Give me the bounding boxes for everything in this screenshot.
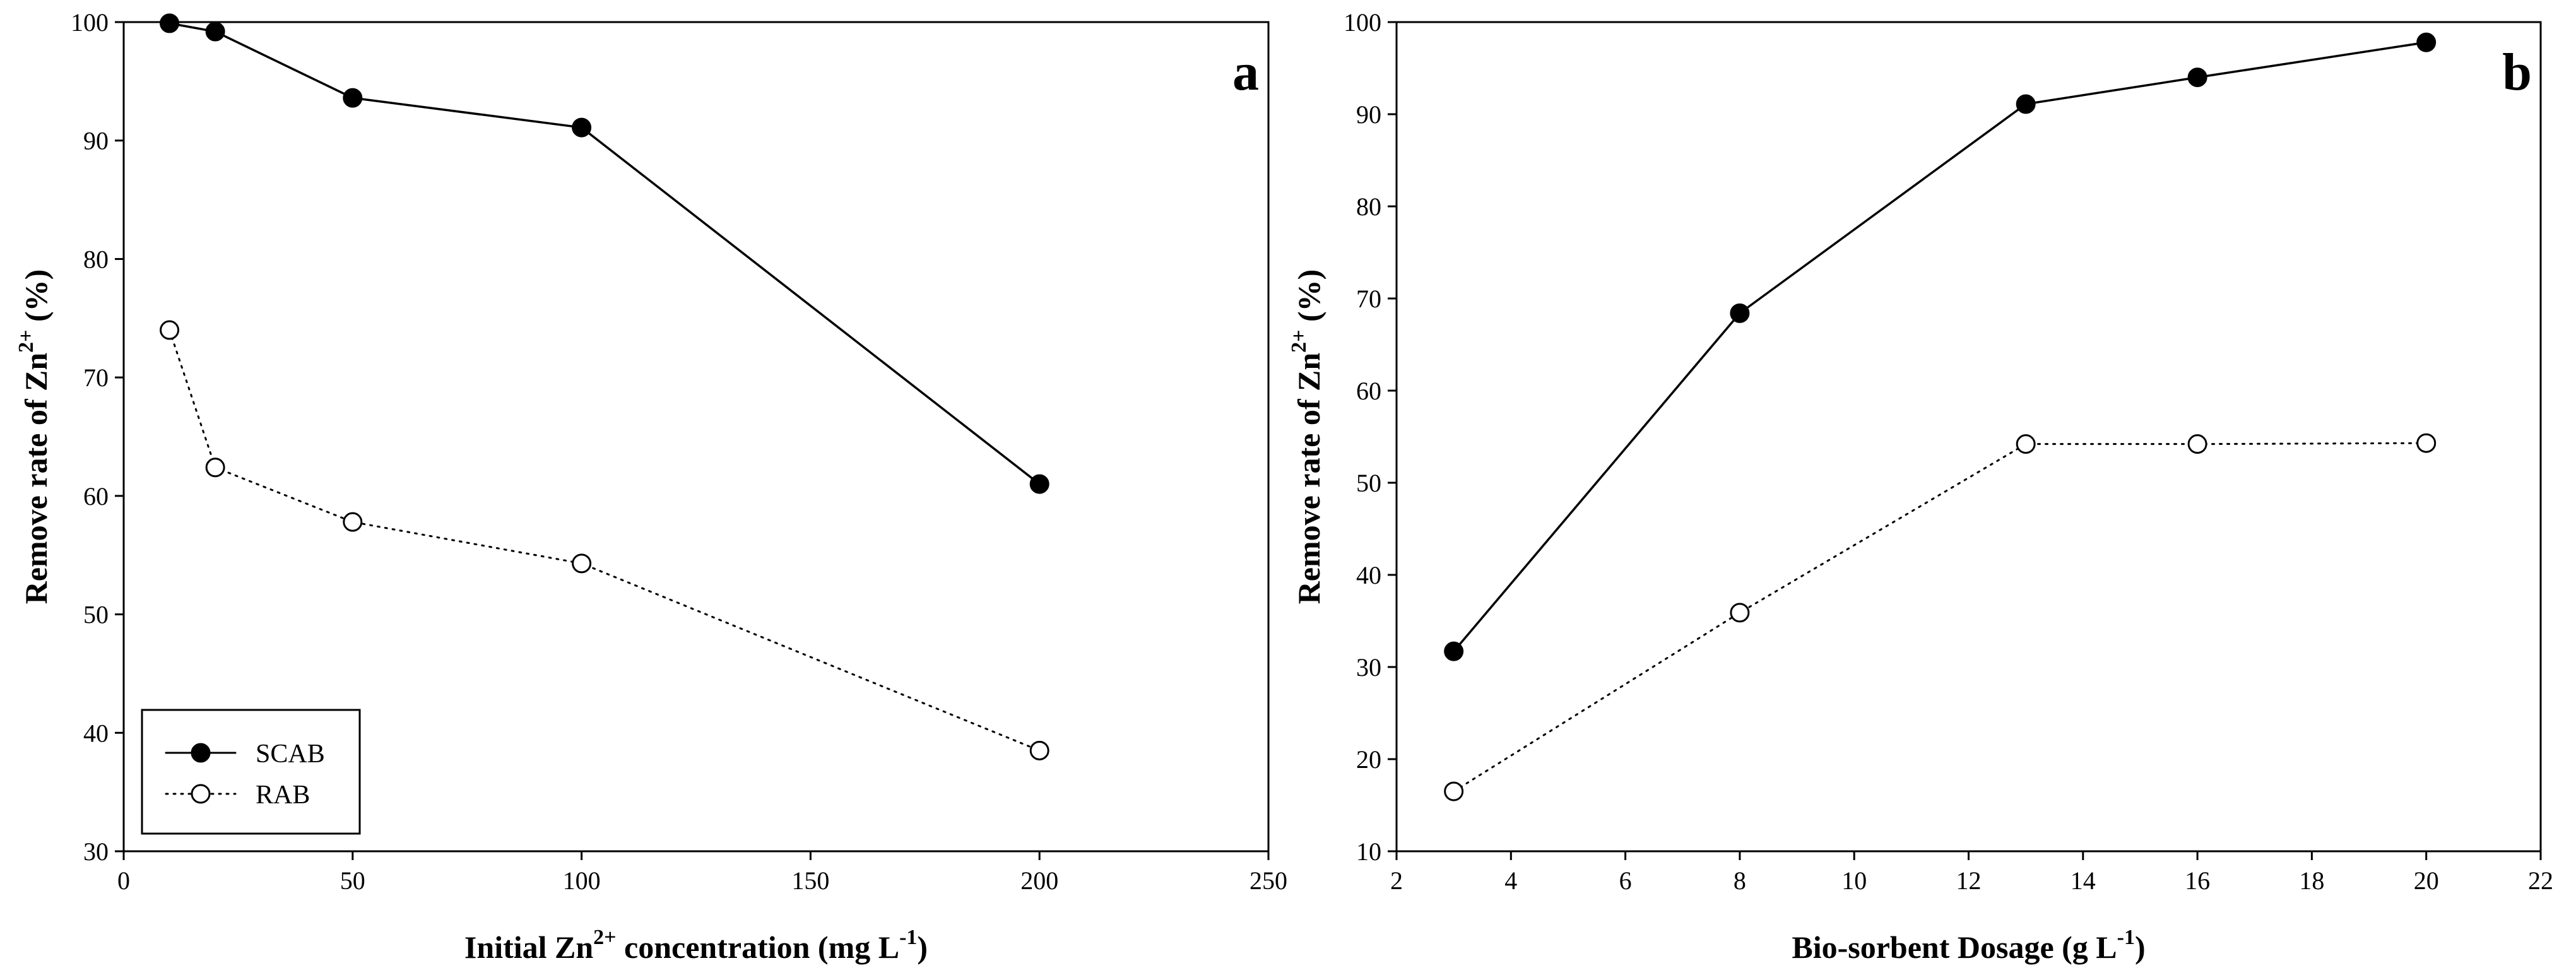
y-axis-title-superscript: 2+: [1287, 329, 1311, 352]
legend-label: RAB: [256, 781, 310, 810]
chart-panel-a: 0 50 100 150 200 250 30 40 50 60 70 80 90 100 Initial …: [15, 8, 1287, 965]
legend-marker: [191, 743, 211, 763]
x-tick-label: 4: [1504, 866, 1517, 895]
data-point-rab: [572, 553, 592, 574]
x-tick-label: 250: [1250, 866, 1287, 895]
y-tick-label: 50: [1356, 469, 1381, 497]
y-tick-label: 80: [83, 245, 109, 273]
x-tick-label: 50: [340, 866, 365, 895]
x-tick-label: 14: [2071, 866, 2096, 895]
y-tick-label: 80: [1356, 192, 1381, 221]
x-axis-title-text: ): [2135, 930, 2146, 965]
y-tick-label: 20: [1356, 745, 1381, 774]
x-axis-title-superscript: -1: [899, 926, 917, 949]
x-tick-label: 100: [563, 866, 601, 895]
data-point-rab: [2016, 434, 2036, 454]
x-tick-label: 6: [1619, 866, 1632, 895]
x-tick-label: 150: [791, 866, 829, 895]
data-point-rab: [343, 512, 363, 532]
y-tick-label: 10: [1356, 837, 1381, 866]
x-axis-title-text: Initial Zn: [464, 930, 593, 965]
legend-box: [141, 709, 361, 835]
y-tick-label: 60: [1356, 377, 1381, 405]
x-axis-title-text: Bio-sorbent Dosage (g L: [1792, 930, 2117, 965]
y-tick-label: 30: [1356, 653, 1381, 682]
y-axis-title-text: Remove rate of Zn: [18, 353, 54, 605]
x-tick-label: 8: [1734, 866, 1746, 895]
data-point-rab: [1444, 781, 1464, 801]
data-point-scab: [1029, 474, 1049, 494]
chart-panel-b: 2 4 6 8 10 12 14 16 18 20 22 10 20 30 40 50 60 70 80 90 100 B…: [1287, 8, 2553, 965]
x-tick-label: 0: [117, 866, 130, 895]
y-tick-label: 30: [83, 837, 109, 866]
data-point-scab: [2187, 68, 2207, 88]
y-tick-label: 50: [83, 601, 109, 629]
data-point-rab: [1730, 603, 1750, 623]
data-point-scab: [1730, 303, 1750, 323]
y-tick-label: 90: [1356, 100, 1381, 129]
panel-letter: b: [2502, 43, 2532, 102]
data-point-rab: [205, 458, 225, 478]
y-axis-title-text: Remove rate of Zn: [1291, 353, 1326, 605]
series-line-scab: [1452, 41, 2428, 652]
data-point-rab: [2187, 434, 2207, 454]
y-tick-label: 100: [71, 8, 109, 37]
x-tick-label: 2: [1390, 866, 1403, 895]
data-point-rab: [1029, 740, 1049, 760]
y-axis-title-text: (%): [1291, 269, 1326, 330]
data-point-scab: [160, 13, 180, 33]
series-line-rab: [1453, 442, 2428, 793]
y-tick-label: 40: [83, 719, 109, 747]
panel-letter: a: [1232, 43, 1259, 102]
series-line-scab: [168, 22, 1041, 485]
y-tick-label: 70: [1356, 285, 1381, 313]
x-tick-label: 20: [2414, 866, 2439, 895]
x-tick-label: 22: [2528, 866, 2553, 895]
y-tick-label: 60: [83, 482, 109, 511]
data-point-scab: [2416, 32, 2437, 52]
x-tick-label: 16: [2185, 866, 2210, 895]
y-tick-label: 70: [83, 363, 109, 392]
plot-frame: [122, 21, 1270, 853]
data-point-rab: [2416, 433, 2437, 453]
y-tick-label: 90: [83, 127, 109, 155]
data-point-scab: [572, 117, 592, 138]
data-point-scab: [2016, 94, 2036, 114]
y-tick-label: 40: [1356, 561, 1381, 589]
data-point-scab: [205, 21, 225, 42]
legend-marker: [191, 784, 211, 804]
x-tick-label: 12: [1956, 866, 1982, 895]
legend: SCAB RAB: [141, 709, 361, 835]
y-axis-title: Remove rate of Zn2+ (%): [15, 269, 54, 605]
x-axis-title-text: ): [917, 930, 928, 965]
series-line-rab: [168, 329, 1041, 752]
y-axis-title-superscript: 2+: [15, 329, 38, 352]
x-axis-title-superscript: 2+: [593, 926, 616, 949]
x-tick-label: 10: [1841, 866, 1867, 895]
x-tick-label: 18: [2299, 866, 2324, 895]
y-axis-title: Remove rate of Zn2+ (%): [1287, 269, 1326, 605]
y-axis-title-text: (%): [18, 269, 54, 330]
y-tick-label: 100: [1344, 8, 1381, 37]
x-tick-label: 200: [1020, 866, 1058, 895]
x-axis-title: Bio-sorbent Dosage (g L-1): [1792, 926, 2145, 965]
data-point-rab: [160, 320, 180, 340]
x-axis-title-superscript: -1: [2117, 926, 2135, 949]
data-point-scab: [1444, 641, 1464, 661]
legend-label: SCAB: [256, 740, 325, 769]
data-point-scab: [343, 88, 363, 108]
x-axis-title: Initial Zn2+ concentration (mg L-1): [464, 926, 928, 965]
x-axis-title-text: concentration (mg L: [617, 930, 900, 965]
